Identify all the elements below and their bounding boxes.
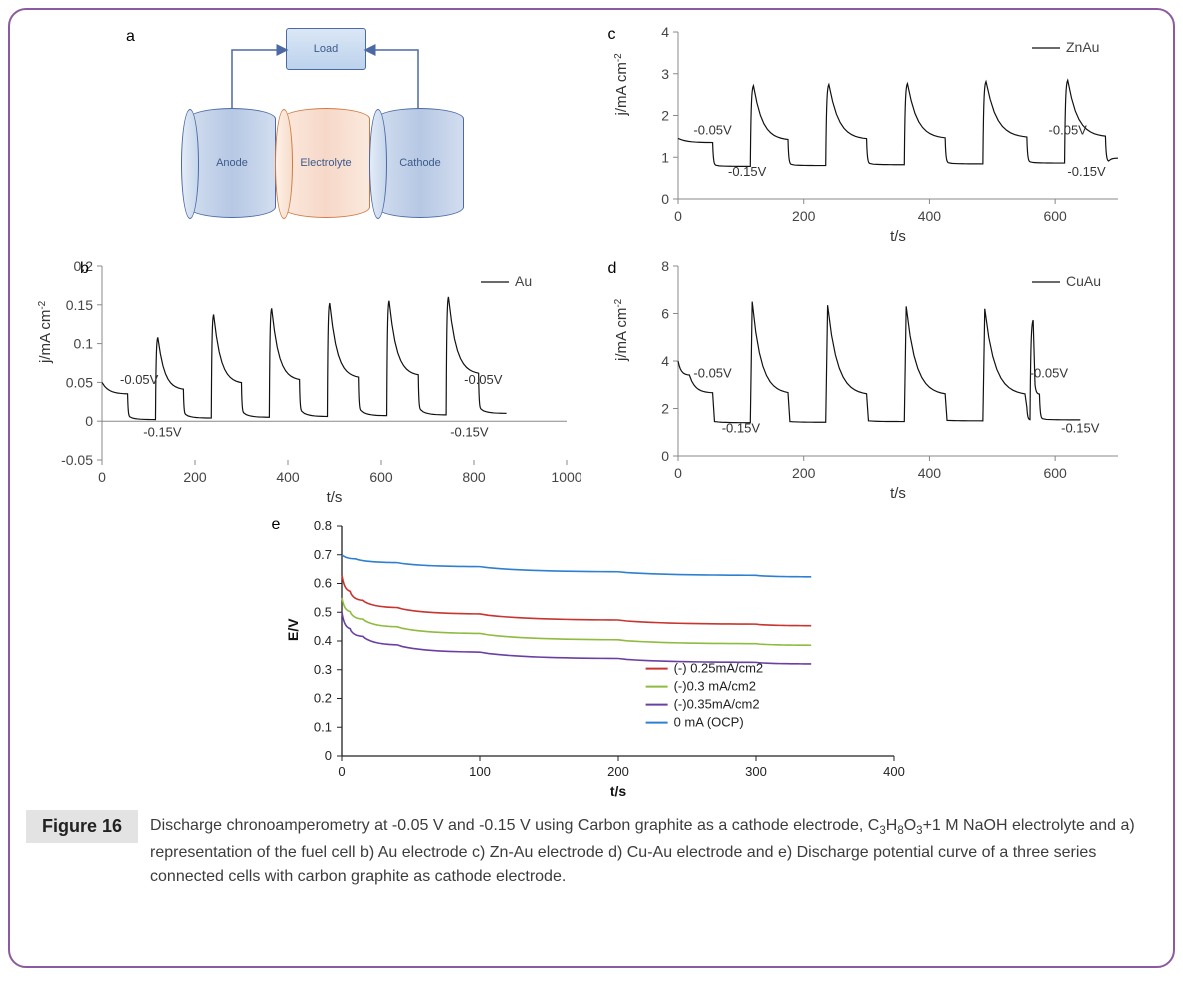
- svg-text:600: 600: [1043, 208, 1067, 224]
- svg-text:0: 0: [324, 748, 331, 763]
- svg-text:400: 400: [917, 208, 941, 224]
- svg-text:-0.05V: -0.05V: [120, 372, 159, 387]
- svg-text:0: 0: [98, 469, 106, 485]
- svg-text:0: 0: [674, 465, 682, 481]
- svg-text:t/s: t/s: [609, 783, 626, 799]
- svg-text:0.5: 0.5: [313, 604, 331, 619]
- svg-text:0.05: 0.05: [66, 374, 93, 390]
- svg-text:4: 4: [661, 24, 669, 40]
- svg-text:j/mA cm-2: j/mA cm-2: [37, 300, 55, 364]
- svg-text:-0.05: -0.05: [61, 452, 93, 468]
- svg-text:CuAu: CuAu: [1066, 273, 1101, 289]
- svg-text:-0.05V: -0.05V: [1048, 122, 1087, 137]
- svg-text:0.3: 0.3: [313, 662, 331, 677]
- svg-text:4: 4: [661, 353, 669, 369]
- svg-text:0.2: 0.2: [313, 691, 331, 706]
- svg-text:0.7: 0.7: [313, 547, 331, 562]
- svg-text:0.4: 0.4: [313, 633, 331, 648]
- svg-text:3: 3: [661, 66, 669, 82]
- svg-text:t/s: t/s: [327, 489, 343, 506]
- svg-text:100: 100: [469, 764, 491, 779]
- panel-c: c 0 1 2 3 4 0 200 400 600 t/s j/mA cm-2 ZnAu -0.05V -…: [602, 22, 1158, 252]
- svg-text:-0.05V: -0.05V: [1029, 366, 1068, 381]
- cathode-label: Cathode: [399, 157, 441, 169]
- svg-text:-0.15V: -0.15V: [727, 164, 766, 179]
- panel-d: d 0 2 4 6 8 0 200 400 600 t/s j/mA cm-2 CuAu -0.05V -…: [602, 256, 1158, 514]
- panel-d-label: d: [608, 260, 617, 278]
- svg-text:-0.15V: -0.15V: [721, 420, 760, 435]
- panel-b-label: b: [80, 260, 89, 278]
- svg-text:E/V: E/V: [285, 618, 301, 641]
- svg-text:600: 600: [369, 469, 393, 485]
- svg-text:j/mA cm-2: j/mA cm-2: [612, 298, 630, 362]
- anode-label: Anode: [216, 157, 248, 169]
- svg-text:200: 200: [792, 208, 816, 224]
- figure-tag: Figure 16: [26, 810, 138, 843]
- svg-text:0.15: 0.15: [66, 297, 93, 313]
- svg-text:2: 2: [661, 108, 669, 124]
- svg-text:2: 2: [661, 401, 669, 417]
- svg-text:800: 800: [462, 469, 486, 485]
- chart-c: 0 1 2 3 4 0 200 400 600 t/s j/mA cm-2 ZnAu -0.05V -0.…: [602, 22, 1132, 247]
- svg-text:1: 1: [661, 149, 669, 165]
- svg-text:(-) 0.25mA/cm2: (-) 0.25mA/cm2: [673, 661, 763, 676]
- svg-text:-0.05V: -0.05V: [464, 372, 503, 387]
- svg-text:-0.15V: -0.15V: [1061, 420, 1100, 435]
- panel-b: b -0.0500.050.10.150.202004006008001000t…: [26, 256, 582, 514]
- svg-text:(-)0.35mA/cm2: (-)0.35mA/cm2: [673, 697, 759, 712]
- svg-text:-0.15V: -0.15V: [450, 425, 489, 440]
- caption-text: Discharge chronoamperometry at -0.05 V a…: [138, 810, 1157, 889]
- panel-e: e 0 0.1 0.2 0.3 0.4 0.5 0.6 0.7 0.8 0 100 200 300 400…: [272, 514, 912, 804]
- cathode-cyl: Cathode: [376, 108, 464, 218]
- panel-a-label: a: [126, 28, 135, 46]
- svg-text:400: 400: [276, 469, 300, 485]
- chart-b: -0.0500.050.10.150.202004006008001000t/s…: [26, 256, 581, 508]
- electrolyte-cyl: Electrolyte: [282, 108, 370, 218]
- chart-e: 0 0.1 0.2 0.3 0.4 0.5 0.6 0.7 0.8 0 100 200 300 400 t/…: [272, 514, 912, 804]
- svg-text:400: 400: [883, 764, 905, 779]
- svg-text:0.1: 0.1: [74, 336, 94, 352]
- svg-text:400: 400: [917, 465, 941, 481]
- figure-frame: a Load Anode: [8, 8, 1175, 968]
- svg-text:ZnAu: ZnAu: [1066, 39, 1099, 55]
- svg-text:-0.05V: -0.05V: [693, 122, 732, 137]
- svg-text:-0.15V: -0.15V: [1067, 164, 1106, 179]
- svg-text:0 mA (OCP): 0 mA (OCP): [673, 715, 743, 730]
- svg-text:-0.05V: -0.05V: [693, 366, 732, 381]
- svg-text:6: 6: [661, 306, 669, 322]
- electrolyte-label: Electrolyte: [300, 157, 351, 169]
- svg-text:600: 600: [1043, 465, 1067, 481]
- chart-d: 0 2 4 6 8 0 200 400 600 t/s j/mA cm-2 CuAu -0.05V -0.…: [602, 256, 1132, 504]
- svg-text:0: 0: [674, 208, 682, 224]
- panel-e-label: e: [272, 516, 281, 534]
- svg-text:0: 0: [661, 448, 669, 464]
- svg-text:200: 200: [183, 469, 207, 485]
- svg-text:0.8: 0.8: [313, 518, 331, 533]
- svg-text:t/s: t/s: [890, 485, 906, 502]
- caption-row: Figure 16 Discharge chronoamperometry at…: [26, 810, 1157, 889]
- svg-text:1000: 1000: [551, 469, 581, 485]
- svg-text:j/mA cm-2: j/mA cm-2: [612, 53, 630, 117]
- svg-text:300: 300: [745, 764, 767, 779]
- svg-text:0: 0: [85, 413, 93, 429]
- svg-text:(-)0.3 mA/cm2: (-)0.3 mA/cm2: [673, 679, 755, 694]
- svg-text:0.1: 0.1: [313, 719, 331, 734]
- svg-text:200: 200: [607, 764, 629, 779]
- svg-text:8: 8: [661, 258, 669, 274]
- svg-text:0: 0: [338, 764, 345, 779]
- panel-a: a Load Anode: [26, 22, 582, 252]
- svg-text:Au: Au: [515, 273, 532, 289]
- anode-cyl: Anode: [188, 108, 276, 218]
- svg-text:0: 0: [661, 191, 669, 207]
- svg-text:0.6: 0.6: [313, 576, 331, 591]
- svg-text:-0.15V: -0.15V: [143, 425, 182, 440]
- svg-text:200: 200: [792, 465, 816, 481]
- panel-c-label: c: [608, 26, 616, 44]
- svg-text:t/s: t/s: [890, 228, 906, 245]
